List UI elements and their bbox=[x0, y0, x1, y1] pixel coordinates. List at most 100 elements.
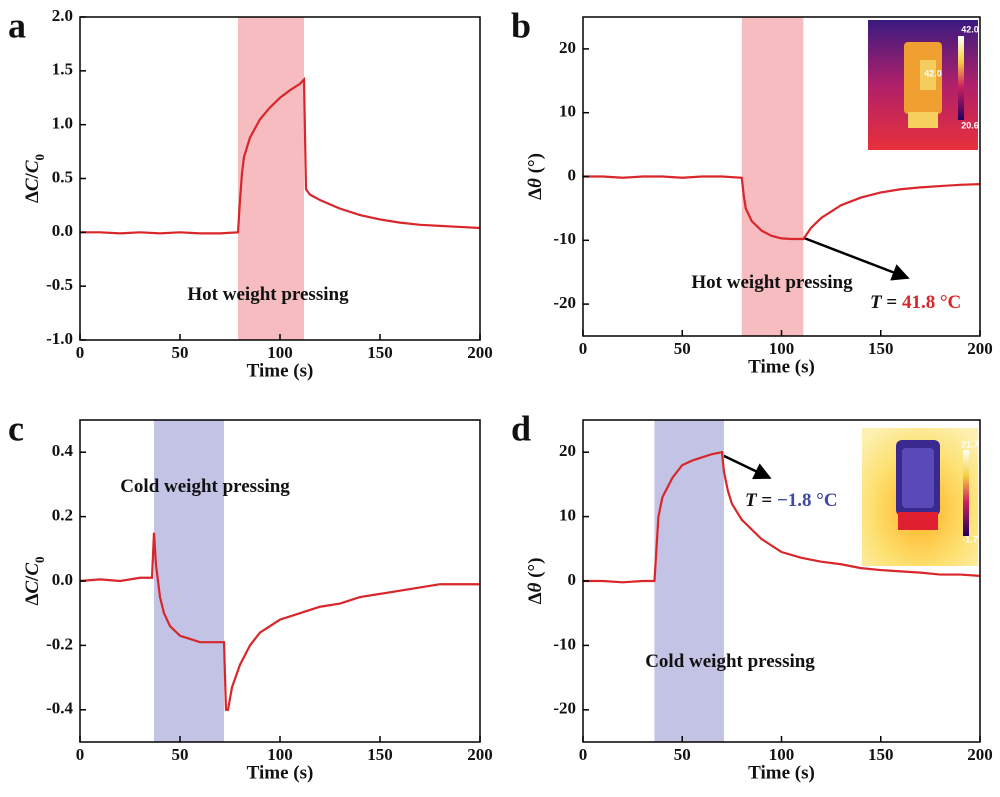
annotation: Hot weight pressing bbox=[187, 284, 349, 305]
thermal-inset bbox=[862, 428, 978, 566]
thermal-inset bbox=[868, 20, 978, 150]
temperature-label: T = 41.8 °C bbox=[870, 292, 961, 313]
temperature-part: T bbox=[870, 292, 883, 313]
x-axis-title: Time (s) bbox=[247, 762, 314, 783]
y-tick-label: 0.0 bbox=[52, 221, 73, 240]
inset-label: -1.7 bbox=[962, 534, 978, 544]
inset-label: 42.0 bbox=[961, 24, 979, 34]
temperature-part: = bbox=[757, 490, 777, 511]
panel-letter: c bbox=[8, 408, 24, 448]
x-tick-label: 50 bbox=[674, 745, 691, 764]
x-tick-label: 100 bbox=[267, 343, 293, 362]
y-tick-label: 20 bbox=[559, 441, 576, 460]
data-line bbox=[80, 76, 481, 235]
y-tick-label: 0.2 bbox=[52, 506, 73, 525]
x-tick-label: 200 bbox=[967, 745, 993, 764]
y-title-part: C bbox=[22, 581, 43, 594]
y-title-part: Δ bbox=[22, 191, 43, 203]
y-tick-label: 0 bbox=[568, 165, 577, 184]
annotation: Hot weight pressing bbox=[691, 272, 853, 293]
x-tick-label: 50 bbox=[674, 339, 691, 358]
temperature-label: T = −1.8 °C bbox=[745, 490, 838, 511]
annotation: Cold weight pressing bbox=[645, 651, 815, 672]
x-tick-label: 50 bbox=[172, 745, 189, 764]
highlight-band bbox=[654, 420, 724, 742]
y-tick-label: 1.0 bbox=[52, 114, 73, 133]
x-tick-label: 150 bbox=[367, 745, 393, 764]
panel-letter: a bbox=[8, 5, 26, 45]
y-title-part: Δ bbox=[525, 592, 546, 604]
x-tick-label: 150 bbox=[868, 339, 894, 358]
annotation-part: Hot weight pressing bbox=[691, 272, 853, 293]
arrow bbox=[803, 236, 910, 281]
annotation-part: Hot weight pressing bbox=[187, 284, 349, 305]
x-tick-label: 200 bbox=[967, 339, 993, 358]
x-axis-title: Time (s) bbox=[247, 360, 314, 381]
y-title-part: C bbox=[22, 563, 43, 576]
y-title-part: C bbox=[22, 178, 43, 191]
x-tick-label: 200 bbox=[467, 343, 493, 362]
y-axis-title: Δθ (°) bbox=[525, 153, 546, 200]
x-tick-label: 100 bbox=[769, 339, 795, 358]
inset-label: 21.7 bbox=[961, 439, 979, 449]
panel-letter: b bbox=[511, 5, 531, 45]
y-title-part: 0 bbox=[32, 556, 47, 563]
x-axis-title: Time (s) bbox=[748, 356, 815, 377]
y-tick-label: -0.5 bbox=[46, 275, 73, 294]
y-axis-title: Δθ (°) bbox=[525, 558, 546, 605]
y-axis-title: ΔC/C0 bbox=[22, 154, 47, 203]
data-line bbox=[583, 450, 981, 584]
data-line bbox=[79, 532, 480, 711]
x-tick-label: 100 bbox=[267, 745, 293, 764]
temperature-part: = bbox=[882, 292, 902, 313]
y-title-part: Δ bbox=[22, 594, 43, 606]
y-title-part: 0 bbox=[32, 154, 47, 161]
temperature-part: T bbox=[745, 490, 758, 511]
y-title-part: θ bbox=[525, 178, 546, 188]
y-tick-label: -1.0 bbox=[46, 329, 73, 348]
x-tick-label: 0 bbox=[579, 745, 588, 764]
y-tick-label: 0.5 bbox=[52, 167, 73, 186]
panel-letter: d bbox=[511, 408, 531, 448]
highlight-band bbox=[238, 17, 304, 340]
y-tick-label: -0.4 bbox=[46, 699, 73, 718]
y-tick-label: 0.4 bbox=[52, 441, 74, 460]
x-axis-title: Time (s) bbox=[748, 762, 815, 783]
x-tick-label: 150 bbox=[868, 745, 894, 764]
y-title-part: (°) bbox=[525, 558, 546, 583]
x-tick-label: 200 bbox=[467, 745, 493, 764]
y-tick-label: -20 bbox=[553, 699, 576, 718]
y-title-part: C bbox=[22, 160, 43, 173]
y-tick-label: 0 bbox=[568, 570, 577, 589]
x-tick-label: 50 bbox=[172, 343, 189, 362]
y-title-part: / bbox=[22, 575, 43, 582]
y-tick-label: 10 bbox=[559, 506, 576, 525]
x-tick-label: 0 bbox=[76, 745, 85, 764]
inset-label: 20.6 bbox=[961, 120, 979, 130]
temperature-part: 41.8 °C bbox=[902, 292, 961, 313]
y-tick-label: -0.2 bbox=[46, 634, 73, 653]
x-tick-label: 0 bbox=[579, 339, 588, 358]
y-title-part: / bbox=[22, 172, 43, 179]
annotation-part: Cold weight pressing bbox=[645, 651, 815, 672]
y-tick-label: -10 bbox=[553, 634, 576, 653]
temperature-part: −1.8 °C bbox=[777, 490, 838, 511]
y-tick-label: 0.0 bbox=[52, 570, 73, 589]
annotation-part: Cold weight pressing bbox=[120, 476, 290, 497]
arrow bbox=[721, 453, 772, 480]
x-tick-label: 0 bbox=[76, 343, 85, 362]
y-tick-label: -20 bbox=[553, 293, 576, 312]
data-line bbox=[583, 175, 981, 241]
y-axis-title: ΔC/C0 bbox=[22, 556, 47, 605]
highlight-band bbox=[154, 420, 224, 742]
y-title-part: (°) bbox=[525, 153, 546, 178]
y-tick-label: 10 bbox=[559, 102, 576, 121]
y-title-part: θ bbox=[525, 582, 546, 592]
y-title-part: Δ bbox=[525, 188, 546, 200]
y-tick-label: 20 bbox=[559, 38, 576, 57]
plot-frame bbox=[79, 419, 481, 743]
y-tick-label: 1.5 bbox=[52, 60, 73, 79]
inset-label: 42.0 bbox=[924, 68, 942, 78]
y-tick-label: 2.0 bbox=[52, 6, 73, 25]
